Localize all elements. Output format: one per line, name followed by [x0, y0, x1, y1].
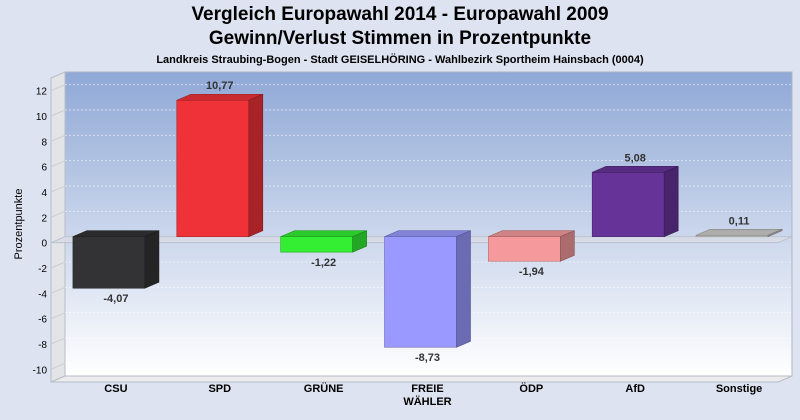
- value-label: 0,11: [729, 215, 750, 227]
- category-label: SPD: [208, 383, 231, 395]
- gridline-side: [50, 286, 66, 294]
- y-tick-label: -2: [38, 264, 47, 275]
- value-label: -4,07: [103, 293, 128, 305]
- bar-side-0: [144, 230, 160, 289]
- bar-1: [176, 99, 250, 237]
- y-tick-label: 2: [41, 213, 47, 224]
- category-label: AfD: [625, 383, 645, 395]
- chart-title: Vergleich Europawahl 2014 - Europawahl 2…: [191, 4, 609, 25]
- gridline-side: [50, 160, 66, 168]
- y-tick-label: 12: [36, 87, 48, 98]
- y-axis-label: Prozentpunkte: [13, 189, 25, 260]
- y-tick-label: 6: [41, 163, 47, 174]
- bar-side-6: [767, 228, 783, 238]
- gridline-side: [50, 84, 66, 92]
- bar-0: [72, 236, 146, 289]
- y-tick-label: 0: [41, 239, 47, 250]
- floor: [50, 375, 793, 383]
- y-tick-label: -8: [38, 340, 47, 351]
- value-label: 10,77: [206, 80, 234, 92]
- bar-side-1: [248, 93, 264, 238]
- y-tick-label: -6: [38, 315, 47, 326]
- gridline-side: [50, 185, 66, 193]
- gridline-side: [50, 109, 66, 117]
- category-label: WÄHLER: [403, 395, 451, 408]
- bar-side-5: [663, 165, 679, 238]
- value-label: -1,22: [311, 257, 336, 269]
- gridline-side: [50, 312, 66, 320]
- bar-top-0: [72, 230, 160, 237]
- category-label: CSU: [104, 383, 127, 395]
- gridline-side: [50, 134, 66, 142]
- value-label: -1,94: [519, 266, 545, 278]
- value-label: 5,08: [625, 152, 646, 164]
- chart-subtitle: Gewinn/Verlust Stimmen in Prozentpunkte: [208, 28, 592, 49]
- y-tick-label: 10: [36, 112, 48, 123]
- gridline-side: [50, 337, 66, 345]
- bar-5: [591, 172, 665, 237]
- y-tick-label: -4: [38, 289, 47, 300]
- bar-top-3: [384, 230, 471, 237]
- value-label: -8,73: [415, 352, 440, 364]
- y-tick-label: -10: [33, 365, 48, 376]
- category-label: Sonstige: [716, 383, 762, 395]
- bar-top-5: [592, 166, 679, 173]
- bar-side-2: [352, 230, 367, 253]
- y-tick-label: 8: [41, 137, 47, 148]
- chart-description: Landkreis Straubing-Bogen - Stadt GEISEL…: [156, 54, 644, 66]
- category-label: GRÜNE: [304, 382, 344, 395]
- bar-top-4: [488, 230, 575, 237]
- bar-top-1: [176, 93, 263, 101]
- side-wall: [50, 71, 66, 383]
- bar-top-2: [280, 230, 367, 237]
- bar-2: [280, 236, 353, 253]
- y-tick-label: 4: [41, 188, 47, 199]
- gridline-side: [50, 210, 66, 218]
- category-label: ÖDP: [519, 382, 543, 395]
- bar-side-3: [456, 230, 471, 348]
- bar-side-4: [560, 230, 575, 262]
- bar-top-6: [695, 228, 783, 236]
- gridline-side: [50, 362, 66, 370]
- bar-4: [488, 236, 561, 262]
- category-label: FREIE: [411, 383, 443, 395]
- gridline-side: [50, 261, 66, 269]
- bar-3: [384, 236, 457, 348]
